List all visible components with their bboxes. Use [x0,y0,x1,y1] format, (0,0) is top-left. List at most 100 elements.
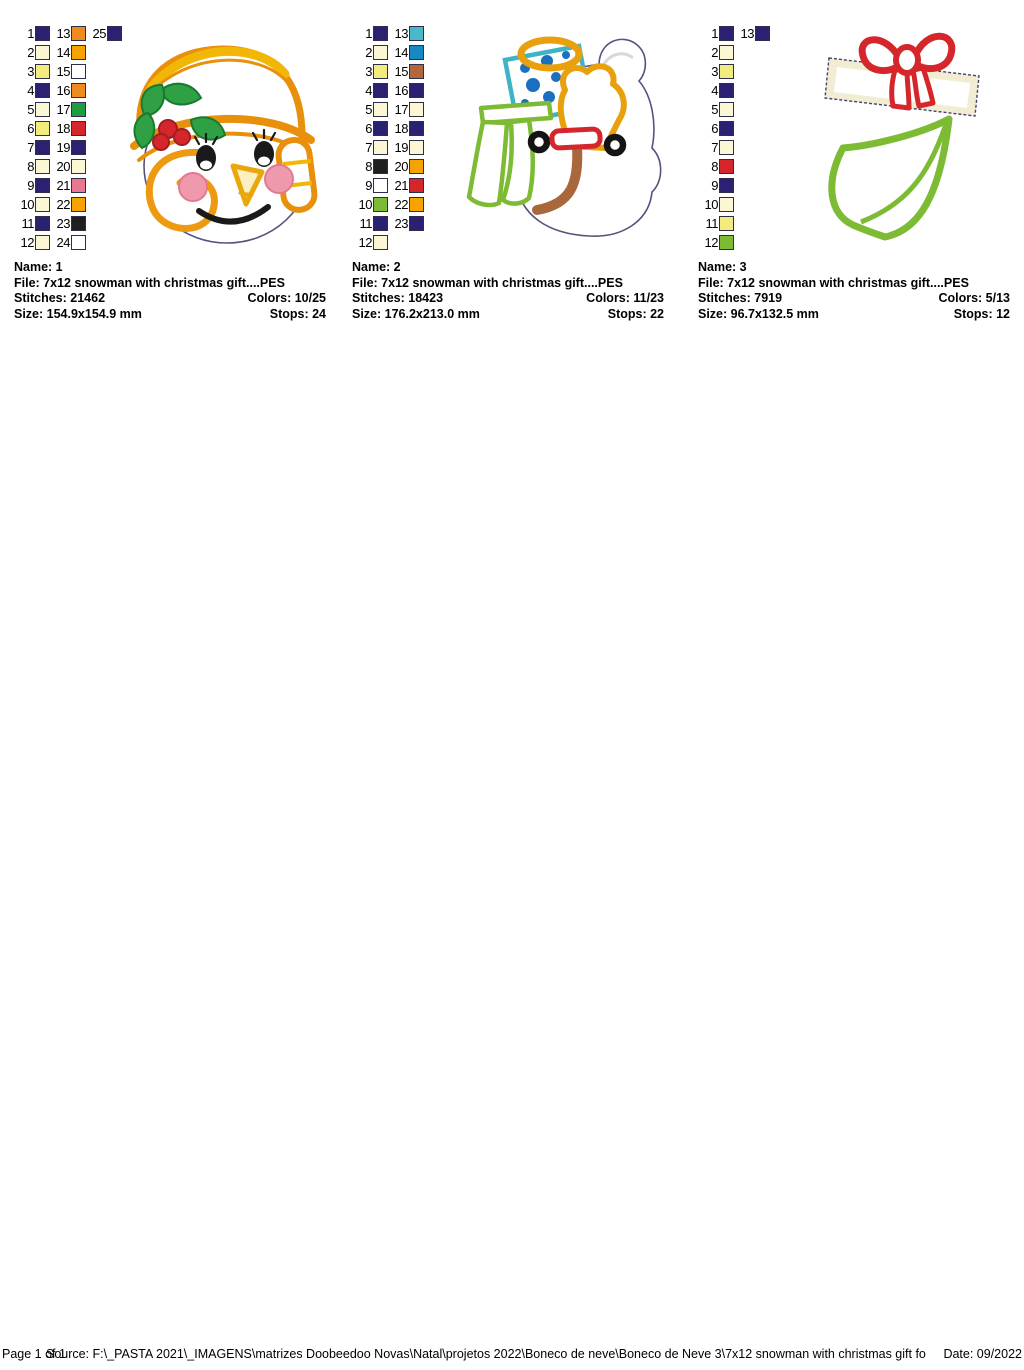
thread-color-chip [755,26,770,41]
holly-decoration [133,82,227,151]
palette-entry: 14 [388,43,424,62]
palette-entry: 20 [388,157,424,176]
thread-number: 21 [394,178,409,193]
thread-color-chip [373,140,388,155]
design-size: Size: 96.7x132.5 mm [698,306,819,321]
thread-number: 12 [358,235,373,250]
thread-number: 2 [365,45,372,60]
thread-number: 21 [56,178,71,193]
thread-number: 15 [394,64,409,79]
thread-number: 4 [711,83,718,98]
design-metadata: Name: 3 File: 7x12 snowman with christma… [698,260,1010,322]
palette-entry: 11 [698,214,734,233]
palette-entry: 5 [698,100,734,119]
palette-entry: 2 [352,43,388,62]
thread-number: 23 [56,216,71,231]
design-stitches: Stitches: 18423 [352,291,444,305]
button [527,130,551,154]
wrapped-gift [824,32,980,117]
thread-number: 1 [711,26,718,41]
design-stitches: Stitches: 21462 [14,291,106,305]
left-eye [193,132,219,171]
thread-color-chip [719,102,734,117]
thread-color-chip [409,45,424,60]
thread-number: 2 [27,45,34,60]
thread-color-chip [35,102,50,117]
thread-color-palette: 1 2 3 4 5 6 7 8 9 10 11 12 13 [698,24,770,252]
palette-entry: 19 [388,138,424,157]
thread-color-chip [719,197,734,212]
thread-color-chip [71,159,86,174]
thread-number: 6 [365,121,372,136]
thread-number: 22 [394,197,409,212]
thread-number: 1 [365,26,372,41]
hat-band-edge [146,58,289,97]
palette-entry: 1 [698,24,734,43]
holly-berry [152,133,170,151]
thread-color-chip [719,45,734,60]
right-eye [251,128,277,167]
thread-number: 7 [365,140,372,155]
thread-number: 6 [27,121,34,136]
thread-color-chip [719,178,734,193]
design-preview-2 [453,24,669,250]
thread-number: 9 [27,178,34,193]
palette-entry: 10 [14,195,50,214]
thread-number: 20 [56,159,71,174]
thread-color-chip [373,121,388,136]
gift-and-tree-preview [824,32,980,241]
design-colors: Colors: 10/25 [247,291,326,305]
smile [196,204,271,225]
thread-number: 8 [365,159,372,174]
thread-number: 4 [27,83,34,98]
date-label: Date: 09/2022 [943,1347,1022,1361]
thread-number: 17 [56,102,71,117]
palette-entry: 18 [50,119,86,138]
thread-color-chip [107,26,122,41]
thread-number: 15 [56,64,71,79]
thread-number: 5 [365,102,372,117]
palette-entry: 15 [388,62,424,81]
palette-entry: 2 [698,43,734,62]
design-panel-3: 1 2 3 4 5 6 7 8 9 10 11 12 13 [698,24,1014,360]
thread-number: 24 [56,235,71,250]
thread-color-chip [409,197,424,212]
design-metadata: Name: 2 File: 7x12 snowman with christma… [352,260,664,322]
page-number: Page 1 of 1 [2,1347,66,1361]
thread-number: 9 [365,178,372,193]
design-colors: Colors: 5/13 [938,291,1010,305]
palette-entry: 25 [86,24,122,43]
thread-color-chip [373,26,388,41]
thread-number: 11 [359,216,373,231]
palette-entry: 4 [352,81,388,100]
palette-entry: 9 [698,176,734,195]
thread-color-chip [71,26,86,41]
left-cheek [178,172,208,202]
design-metadata: Name: 1 File: 7x12 snowman with christma… [14,260,326,322]
design-panel-2: 1 2 3 4 5 6 7 8 9 10 11 12 13 14 15 16 17 18 19 20 21 22 23 [352,24,668,360]
thread-color-chip [71,197,86,212]
thread-color-chip [71,178,86,193]
thread-number: 19 [394,140,409,155]
thread-color-chip [409,83,424,98]
palette-entry: 8 [352,157,388,176]
palette-entry: 17 [388,100,424,119]
thread-color-chip [719,64,734,79]
thread-color-chip [409,26,424,41]
design-stops: Stops: 12 [953,306,1010,321]
thread-color-chip [71,45,86,60]
thread-color-chip [35,159,50,174]
thread-color-palette: 1 2 3 4 5 6 7 8 9 10 11 12 13 14 15 16 17 18 19 20 21 22 23 24 2… [14,24,122,252]
thread-number: 12 [704,235,719,250]
thread-color-chip [409,178,424,193]
design-colors: Colors: 11/23 [586,291,664,305]
palette-entry: 9 [14,176,50,195]
palette-entry: 3 [14,62,50,81]
hat-gold-band [146,46,290,93]
palette-entry: 16 [50,81,86,100]
thread-color-chip [409,102,424,117]
thread-number: 13 [56,26,71,41]
thread-color-chip [35,216,50,231]
thread-number: 4 [365,83,372,98]
